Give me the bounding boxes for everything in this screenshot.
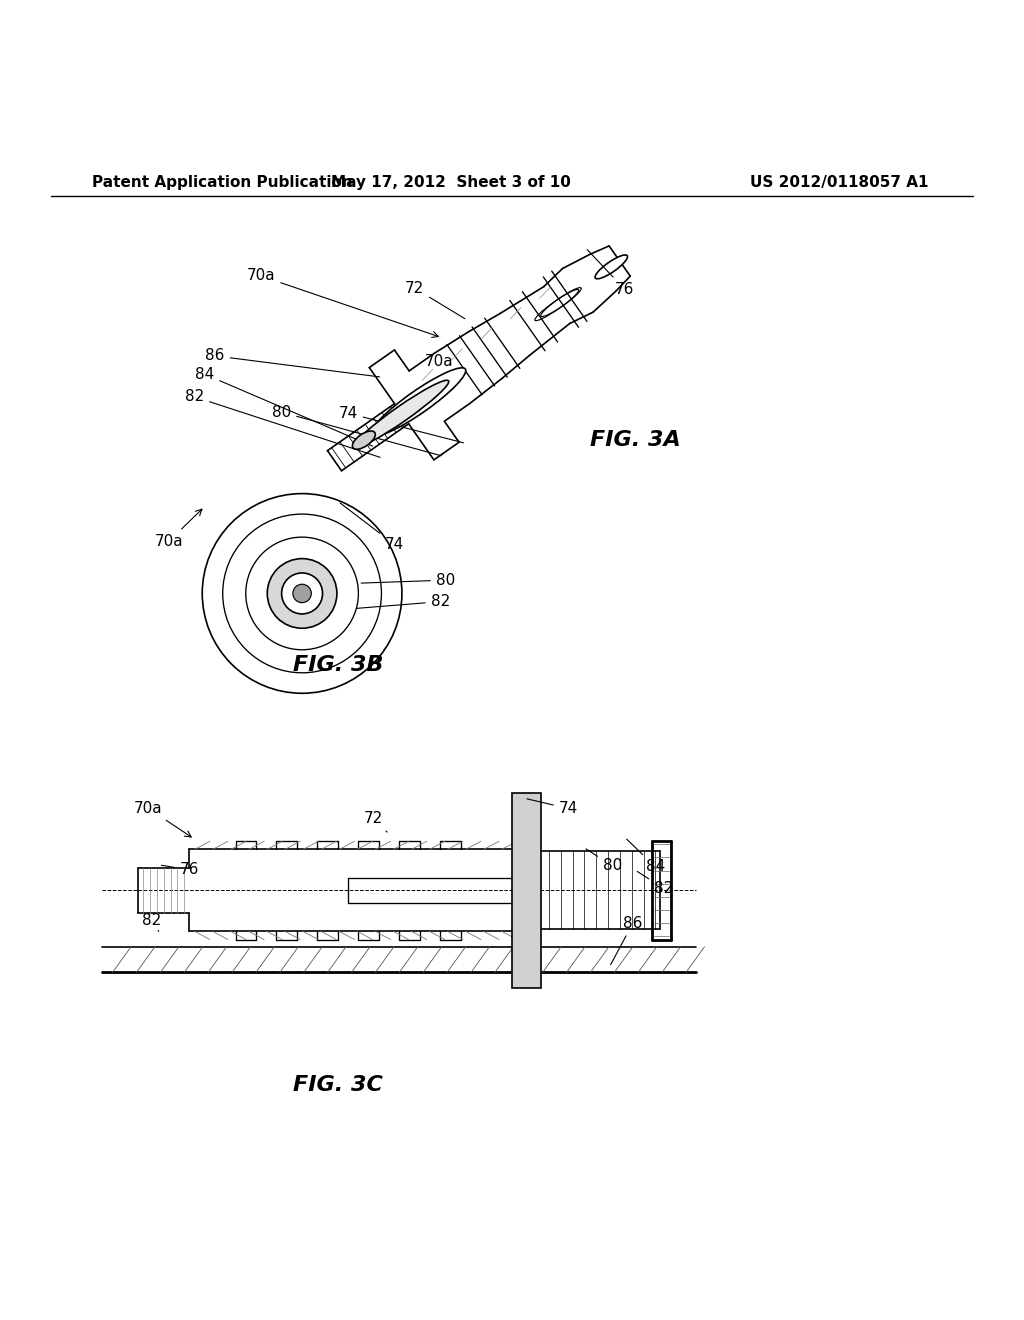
Text: 84: 84: [196, 367, 373, 446]
Text: US 2012/0118057 A1: US 2012/0118057 A1: [751, 176, 929, 190]
Ellipse shape: [202, 494, 401, 693]
Text: Patent Application Publication: Patent Application Publication: [92, 176, 353, 190]
Text: 82: 82: [185, 389, 380, 457]
Ellipse shape: [371, 368, 466, 436]
Ellipse shape: [352, 432, 376, 449]
Text: FIG. 3C: FIG. 3C: [293, 1074, 383, 1096]
Text: FIG. 3A: FIG. 3A: [590, 430, 680, 450]
Text: 74: 74: [339, 405, 464, 442]
Text: 74: 74: [340, 503, 403, 552]
Text: FIG. 3B: FIG. 3B: [293, 655, 383, 675]
Ellipse shape: [246, 537, 358, 649]
Ellipse shape: [595, 255, 628, 279]
Text: 86: 86: [610, 916, 642, 965]
Text: 70a: 70a: [425, 354, 454, 370]
Ellipse shape: [267, 558, 337, 628]
Text: 74: 74: [527, 799, 578, 816]
Text: 80: 80: [272, 405, 441, 455]
Text: 70a: 70a: [134, 801, 191, 837]
Bar: [512, 793, 541, 987]
Ellipse shape: [282, 573, 323, 614]
Text: 72: 72: [406, 281, 465, 318]
Text: 80: 80: [586, 849, 622, 874]
Text: 82: 82: [354, 594, 450, 609]
Text: 82: 82: [142, 912, 161, 932]
Ellipse shape: [222, 513, 382, 673]
Text: 76: 76: [587, 249, 634, 297]
Text: 80: 80: [361, 573, 455, 587]
Text: 82: 82: [637, 871, 673, 896]
Text: 70a: 70a: [247, 268, 438, 338]
Text: 70a: 70a: [155, 510, 202, 549]
Text: May 17, 2012  Sheet 3 of 10: May 17, 2012 Sheet 3 of 10: [331, 176, 570, 190]
Ellipse shape: [354, 380, 449, 447]
Text: 76: 76: [162, 862, 199, 878]
Text: 72: 72: [365, 812, 387, 832]
Ellipse shape: [293, 585, 311, 603]
Text: 86: 86: [206, 348, 380, 378]
Text: 84: 84: [627, 840, 665, 874]
